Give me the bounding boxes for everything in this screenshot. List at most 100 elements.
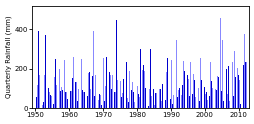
Bar [63,83,64,108]
Bar [242,65,243,108]
Bar [211,88,212,108]
Bar [240,50,241,108]
Bar [156,80,157,108]
Bar [108,77,109,108]
Bar [68,57,69,108]
Bar [135,98,136,108]
Bar [134,93,135,108]
Bar [113,84,114,108]
Bar [187,79,188,108]
Bar [210,81,211,108]
Bar [175,98,176,108]
Bar [58,86,59,108]
Bar [70,91,71,108]
Bar [62,78,63,108]
Bar [204,94,205,108]
Bar [73,94,74,108]
Bar [157,80,158,108]
Bar [42,105,43,108]
Bar [131,90,132,108]
Bar [107,105,108,108]
Bar [183,71,184,108]
Bar [236,68,237,108]
Bar [177,90,178,108]
Bar [145,93,146,108]
Bar [97,77,98,108]
Bar [98,100,99,108]
Bar [81,59,82,108]
Bar [86,93,87,108]
Bar [152,80,153,108]
Bar [237,75,238,108]
Bar [227,66,228,108]
Bar [46,99,47,108]
Bar [164,64,165,108]
Bar [179,75,180,108]
Bar [112,90,113,108]
Bar [120,81,121,108]
Bar [184,97,185,108]
Bar [66,92,67,108]
Bar [217,77,218,108]
Bar [168,102,169,108]
Bar [50,95,51,108]
Bar [201,81,202,108]
Bar [124,94,125,108]
Bar [245,62,246,108]
Bar [136,93,137,108]
Bar [54,77,55,108]
Bar [103,58,104,108]
Bar [133,102,134,108]
Bar [222,101,223,108]
Bar [139,49,140,108]
Bar [215,91,216,108]
Bar [226,94,227,108]
Bar [233,51,234,108]
Bar [182,61,183,108]
Bar [150,96,151,108]
Bar [163,50,164,108]
Bar [239,105,240,108]
Bar [94,75,95,108]
Bar [71,91,72,108]
Bar [114,92,115,108]
Bar [106,101,107,108]
Bar [147,36,148,108]
Bar [41,72,42,108]
Bar [119,53,120,108]
Bar [223,104,224,108]
Bar [173,67,174,108]
Bar [212,97,213,108]
Bar [65,92,66,108]
Bar [82,90,83,108]
Bar [234,77,235,108]
Bar [220,91,221,108]
Bar [171,104,172,108]
Bar [141,89,142,108]
Bar [231,62,232,108]
Bar [102,93,103,108]
Bar [140,69,141,108]
Bar [232,96,233,108]
Bar [125,44,126,108]
Bar [169,38,170,108]
Bar [196,53,197,108]
Bar [155,93,156,108]
Bar [244,62,245,108]
Bar [206,100,207,108]
Bar [180,89,181,108]
Bar [188,96,189,108]
Bar [243,33,244,108]
Bar [130,76,131,108]
Bar [123,83,124,108]
Bar [151,87,152,108]
Bar [191,64,192,108]
Bar [90,106,91,108]
Bar [53,104,54,108]
Bar [69,62,70,108]
Bar [129,82,130,108]
Bar [43,102,44,108]
Bar [229,69,230,108]
Bar [36,97,37,108]
Bar [55,59,56,108]
